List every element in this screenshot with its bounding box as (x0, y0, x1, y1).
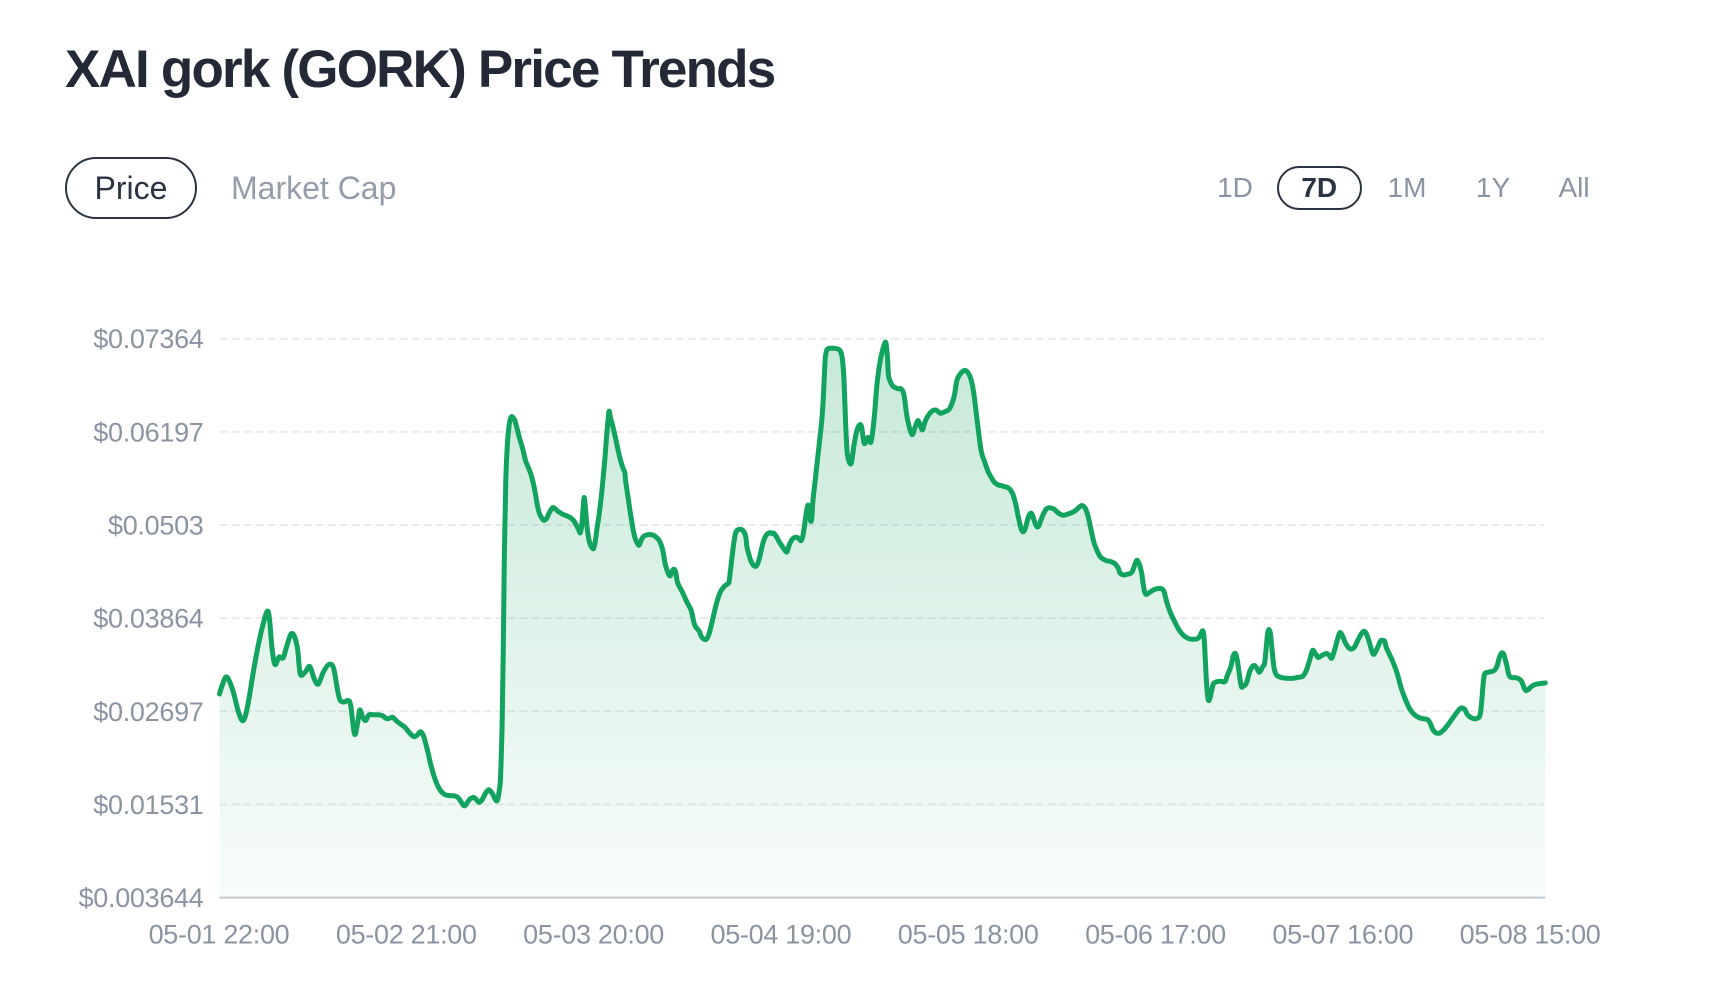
svg-text:05-01 22:00: 05-01 22:00 (149, 920, 290, 950)
svg-text:05-02 21:00: 05-02 21:00 (336, 920, 477, 950)
svg-text:05-06 17:00: 05-06 17:00 (1085, 920, 1226, 950)
svg-text:$0.02697: $0.02697 (93, 697, 203, 727)
svg-text:$0.01531: $0.01531 (93, 790, 203, 820)
svg-text:$0.003644: $0.003644 (79, 883, 204, 913)
svg-text:$0.0503: $0.0503 (108, 511, 204, 541)
svg-text:05-05 18:00: 05-05 18:00 (898, 920, 1039, 950)
svg-text:05-07 16:00: 05-07 16:00 (1272, 920, 1413, 950)
svg-text:05-08 15:00: 05-08 15:00 (1460, 920, 1601, 950)
svg-text:05-04 19:00: 05-04 19:00 (710, 920, 851, 950)
svg-text:$0.06197: $0.06197 (93, 417, 203, 447)
svg-text:05-03 20:00: 05-03 20:00 (523, 920, 664, 950)
svg-text:$0.07364: $0.07364 (93, 324, 203, 354)
svg-text:$0.03864: $0.03864 (93, 604, 203, 634)
